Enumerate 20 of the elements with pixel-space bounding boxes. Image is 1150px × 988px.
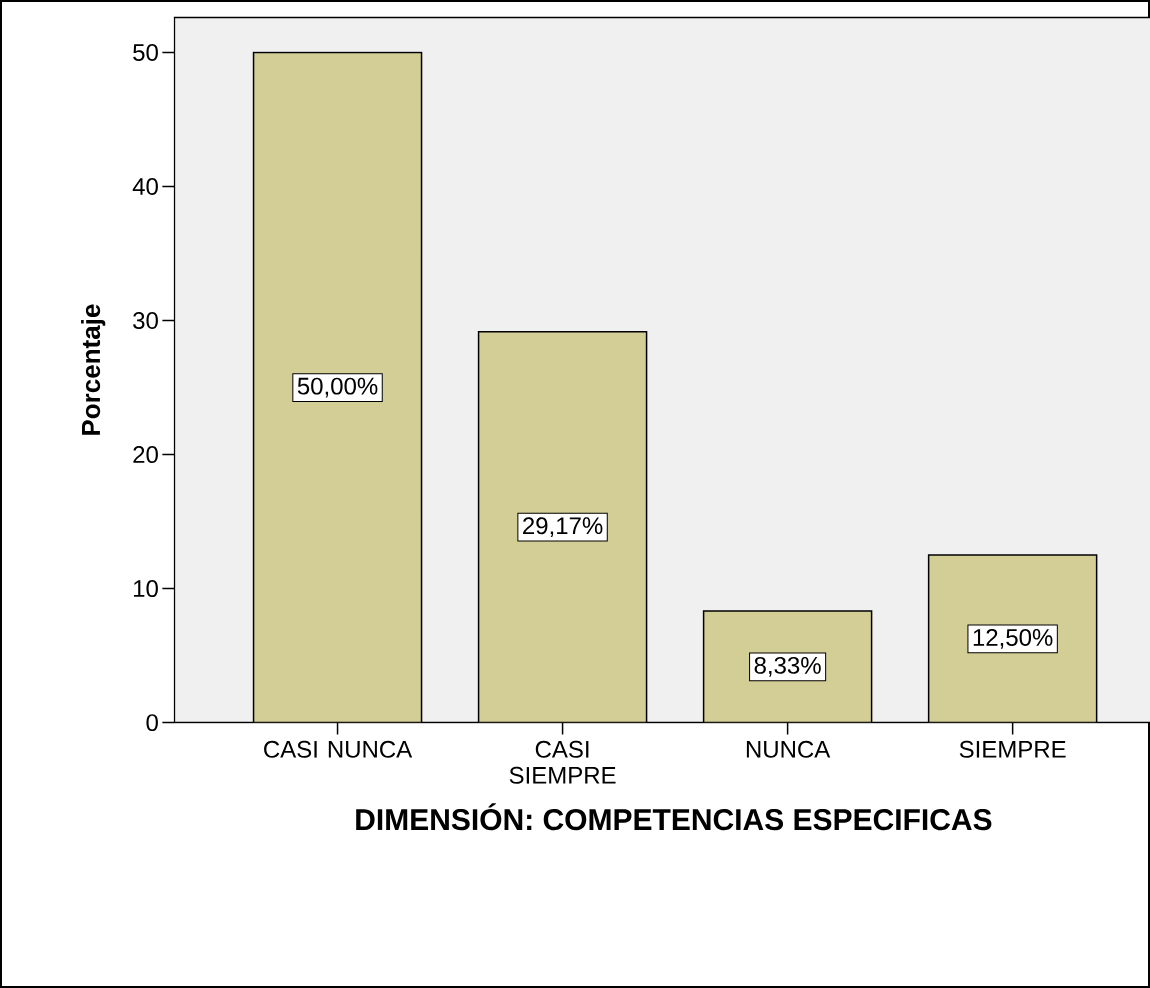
x-tick-label: CASI SIEMPRE bbox=[509, 740, 616, 784]
data-label: 12,50% bbox=[973, 628, 1053, 649]
x-tick-label: CASI NUNCA bbox=[264, 740, 413, 758]
bar bbox=[478, 331, 647, 723]
x-axis-title: DIMENSIÓN: COMPETENCIAS ESPECIFICAS bbox=[356, 803, 992, 831]
bar bbox=[703, 610, 872, 723]
y-tick-label: 20 bbox=[133, 446, 158, 464]
bar bbox=[927, 554, 1098, 723]
y-tick-label: 40 bbox=[132, 178, 158, 195]
x-tick-label: SIEMPRE bbox=[959, 740, 1066, 758]
bar bbox=[253, 52, 422, 723]
y-tick-label: 30 bbox=[133, 312, 158, 330]
y-tick-label: 10 bbox=[134, 580, 158, 598]
data-label: 8,33% bbox=[754, 656, 821, 677]
data-label: 50,00% bbox=[297, 377, 378, 398]
y-tick-label: 0 bbox=[146, 714, 158, 732]
x-tick-label: NUNCA bbox=[746, 740, 831, 758]
y-axis-title: Porcentaje bbox=[81, 304, 106, 435]
y-tick-label: 50 bbox=[133, 43, 158, 61]
data-label: 29,17% bbox=[523, 517, 603, 538]
